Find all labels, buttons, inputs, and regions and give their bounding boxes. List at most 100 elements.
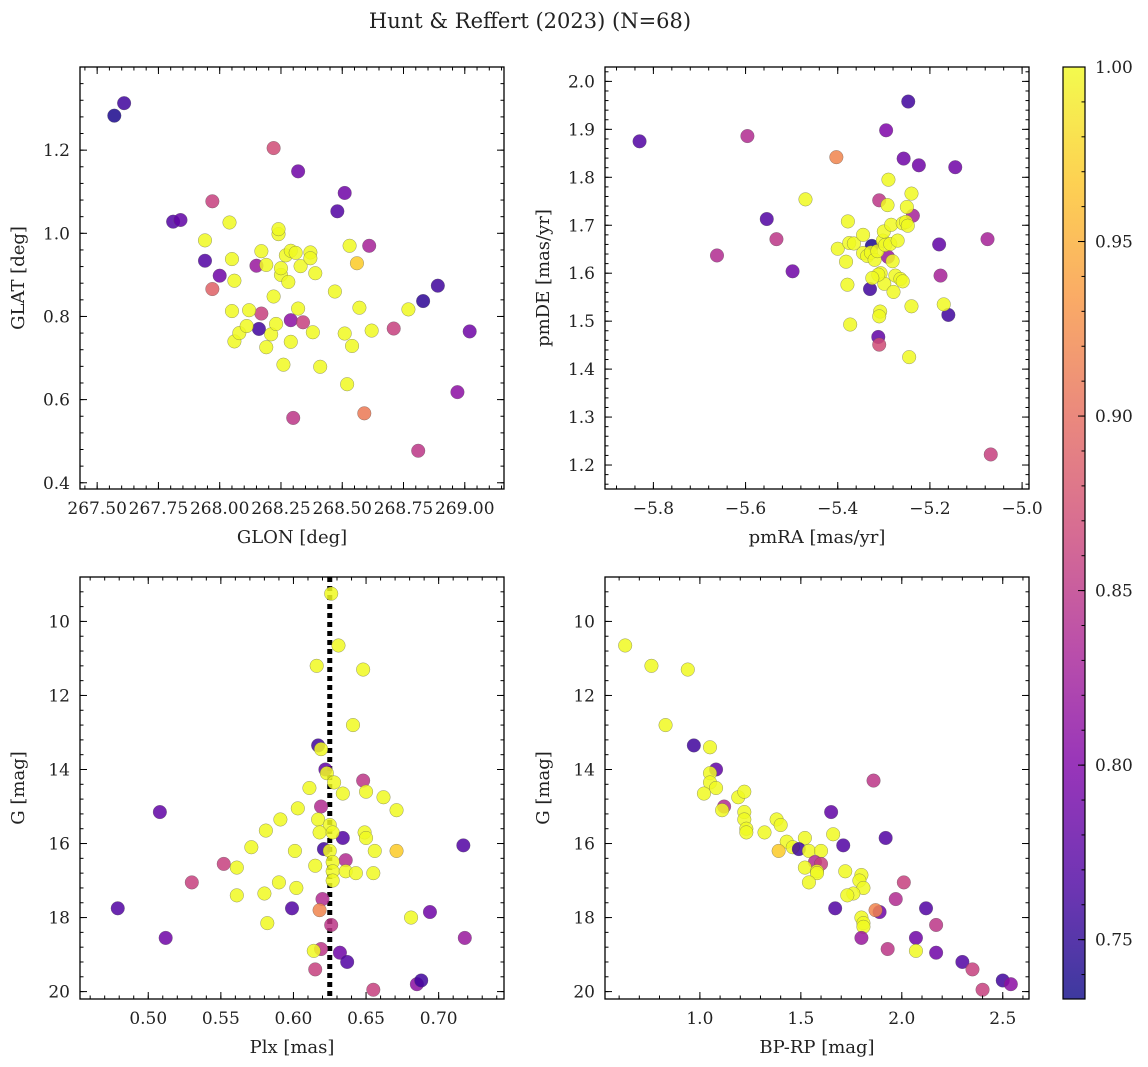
panel-plx-g: 0.50 0.55 0.60 0.65 0.70 10 12 14 16 18 20 Plx [mas…: [8, 576, 505, 1058]
scatter-points: [632, 94, 998, 462]
data-point: [829, 150, 844, 165]
data-point: [340, 377, 355, 392]
data-point: [401, 302, 416, 317]
data-point: [888, 892, 903, 907]
colorbar-gradient: [1063, 67, 1085, 999]
data-point: [386, 321, 401, 336]
y-tick-label: 1.8: [568, 168, 595, 188]
y-tick-label: 14: [573, 760, 595, 780]
y-tick-label: 1.2: [43, 141, 70, 161]
y-tick-label: 16: [48, 835, 70, 855]
data-point: [251, 321, 266, 336]
y-tick-label: 1.9: [568, 120, 595, 140]
data-point: [769, 232, 784, 247]
colorbar-frame: [1062, 66, 1086, 1000]
x-tick-label: 268.50: [313, 499, 372, 519]
data-point: [324, 586, 339, 601]
data-point: [290, 801, 305, 816]
data-point: [1003, 977, 1018, 992]
data-point: [824, 805, 839, 820]
x-axis-label: GLON [deg]: [237, 527, 347, 548]
data-point: [305, 325, 320, 340]
data-point: [229, 860, 244, 875]
x-tick-label: −5.4: [817, 499, 858, 519]
data-point: [242, 303, 257, 318]
x-tick-label: 0.55: [202, 1009, 240, 1029]
data-point: [980, 232, 995, 247]
y-tick-label: 10: [573, 612, 595, 632]
data-point: [933, 268, 948, 283]
data-point: [904, 299, 919, 314]
y-tick-label: 0.6: [43, 391, 70, 411]
tick-marks: [605, 576, 1029, 999]
data-point: [885, 254, 900, 269]
data-point: [376, 790, 391, 805]
axes-frame: [604, 66, 1030, 490]
data-point: [836, 838, 851, 853]
x-tick-label: 2.5: [989, 1009, 1016, 1029]
data-point: [740, 129, 755, 144]
data-point: [798, 192, 813, 207]
data-point: [303, 251, 318, 266]
x-tick-label: 1.0: [686, 1009, 713, 1029]
data-point: [197, 253, 213, 268]
figure-title: Hunt & Reffert (2023) (N=68): [369, 9, 691, 33]
data-point: [896, 875, 911, 890]
data-point: [932, 237, 947, 252]
data-point: [843, 317, 858, 332]
axes-frame: [79, 576, 505, 1000]
data-point: [632, 134, 647, 149]
data-point: [389, 843, 404, 858]
data-point: [313, 799, 329, 814]
data-point: [312, 903, 327, 918]
data-point: [330, 204, 345, 219]
data-point: [276, 357, 291, 372]
data-point: [356, 662, 371, 677]
colorbar: 0.75 0.80 0.85 0.90 0.95 1.00: [1062, 58, 1133, 1000]
data-point: [948, 160, 963, 175]
data-point: [271, 875, 286, 890]
colorbar-tick-label: 0.85: [1095, 582, 1133, 602]
data-point: [389, 803, 404, 818]
data-point: [205, 281, 220, 297]
data-point: [422, 904, 437, 920]
data-point: [809, 866, 825, 881]
data-point: [337, 326, 352, 341]
data-point: [342, 238, 357, 253]
data-point: [313, 359, 328, 374]
y-tick-label: 10: [48, 612, 70, 632]
data-point: [266, 289, 281, 304]
data-point: [345, 718, 361, 733]
data-point: [331, 638, 346, 653]
y-tick-label: 1.5: [568, 312, 595, 332]
data-point: [854, 930, 869, 945]
data-point: [895, 274, 910, 289]
data-point: [212, 268, 227, 283]
data-point: [158, 930, 173, 945]
data-point: [325, 825, 340, 840]
axes-frame: [79, 66, 505, 490]
x-axis-label: BP-RP [mag]: [759, 1037, 874, 1058]
data-point: [680, 662, 695, 677]
y-tick-label: 20: [48, 983, 70, 1003]
y-tick-label: 1.3: [568, 408, 595, 428]
data-point: [366, 866, 381, 881]
x-axis-label: Plx [mas]: [250, 1037, 335, 1058]
data-point: [878, 830, 893, 846]
y-tick-label: 1.0: [43, 224, 70, 244]
data-point: [880, 198, 895, 213]
data-point: [840, 214, 855, 229]
data-point: [644, 658, 659, 673]
data-point: [900, 218, 915, 233]
data-point: [239, 318, 254, 334]
x-tick-label: 268.00: [190, 499, 249, 519]
data-point: [258, 823, 273, 838]
y-tick-label: 0.8: [43, 307, 70, 327]
data-point: [881, 172, 896, 187]
x-tick-label: 267.75: [129, 499, 188, 519]
data-point: [273, 812, 288, 827]
data-point: [737, 784, 752, 799]
data-point: [702, 740, 718, 755]
data-point: [288, 245, 303, 260]
data-point: [414, 973, 429, 988]
